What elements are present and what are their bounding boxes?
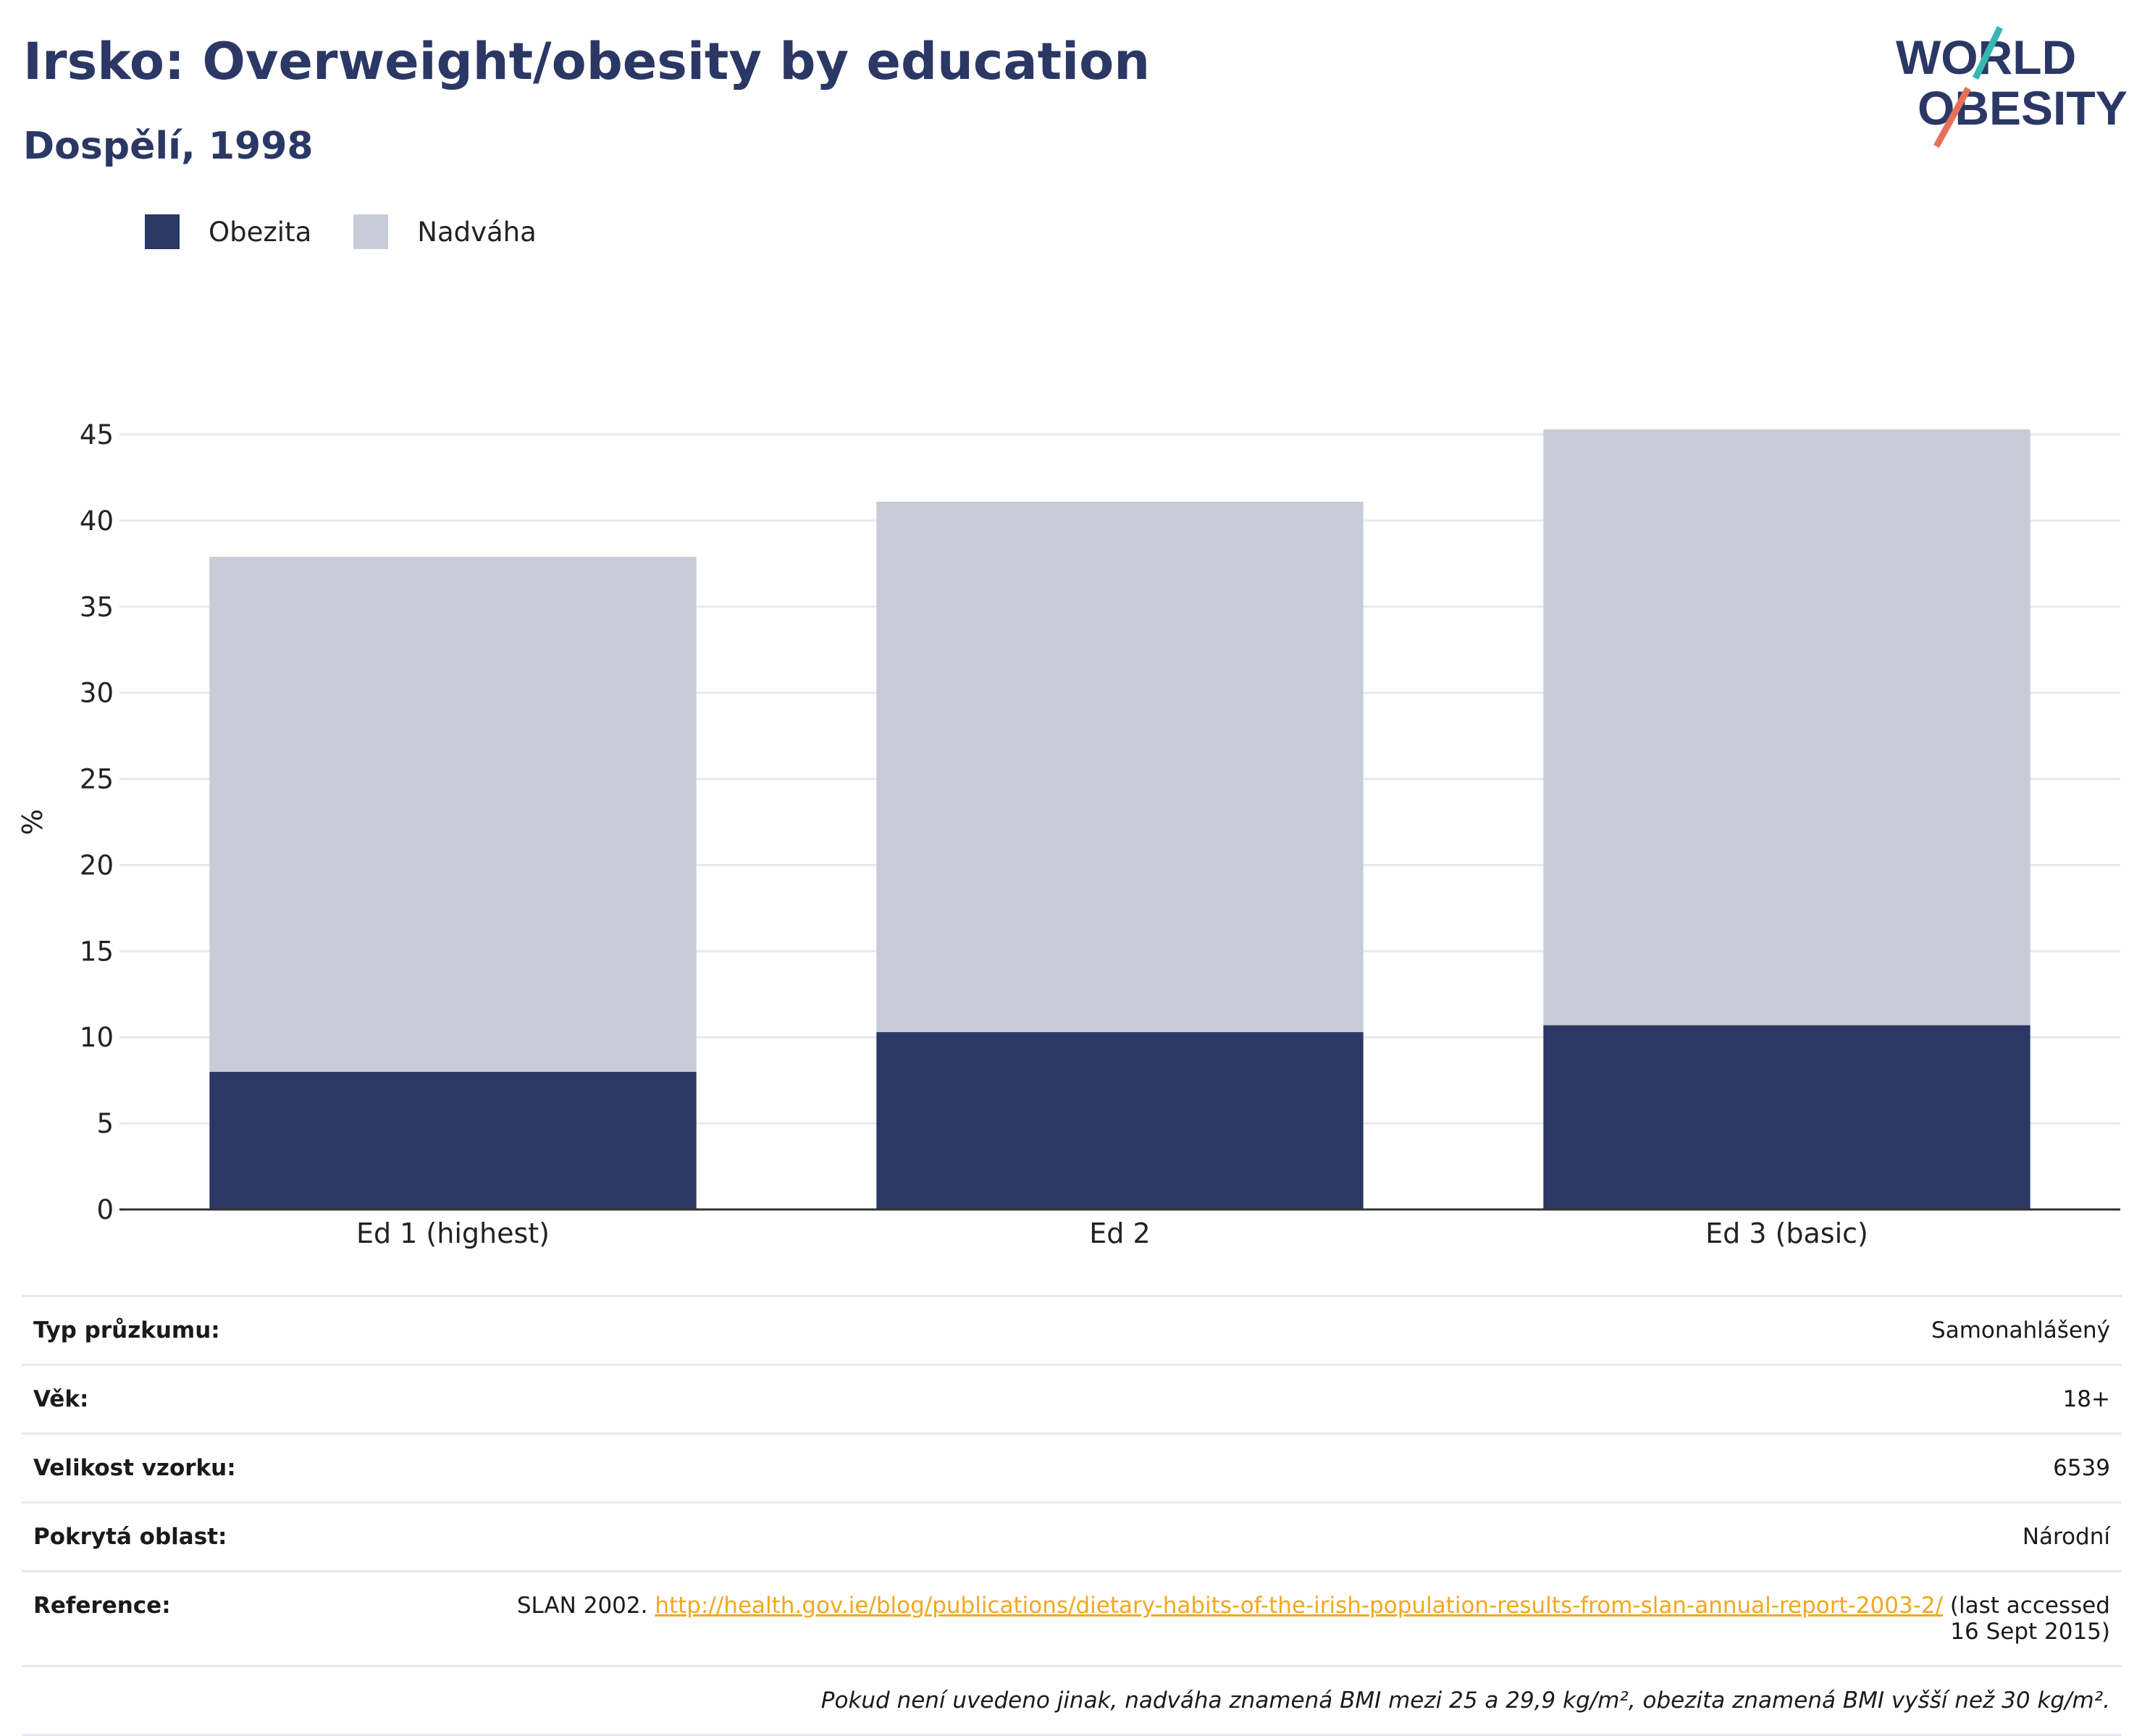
y-tick-label: 15 [80,936,114,967]
bar-obezita[interactable] [876,1032,1364,1209]
legend-label-obezita: Obezita [209,216,312,248]
x-axis-ticks: Ed 1 (highest) Ed 2 Ed 3 (basic) [356,1217,1868,1249]
age-label: Věk: [22,1364,479,1434]
reference-label: Reference: [22,1570,479,1666]
logo-accent-teal [1972,26,2004,80]
logo-text-obesity: OBESITY [1918,81,2128,135]
info-row-reference: Reference: SLAN 2002. http://health.gov.… [22,1570,2122,1666]
x-tick-label: Ed 3 (basic) [1705,1217,1868,1249]
info-row-area: Pokrytá oblast: Národní [22,1501,2122,1572]
y-tick-label: 0 [96,1194,114,1225]
logo-accent-coral [1933,86,1971,148]
y-tick-label: 20 [80,850,114,881]
info-row-age: Věk: 18+ [22,1364,2122,1434]
y-tick-label: 40 [80,506,114,537]
legend-swatch-nadvaha [353,214,389,249]
legend-item-nadvaha[interactable]: Nadváha [353,214,537,249]
bar-obezita[interactable] [209,1071,697,1209]
y-axis-ticks: 0 5 10 15 20 25 30 35 40 45 [80,419,114,1225]
area-value: Národní [479,1501,2122,1572]
bar-nadvaha[interactable] [1543,429,2030,1026]
info-row-note: Pokud není uvedeno jinak, nadváha znamen… [22,1665,2122,1736]
reference-prefix: SLAN 2002. [516,1593,655,1619]
sample-size-value: 6539 [479,1433,2122,1503]
bmi-definition-note: Pokud není uvedeno jinak, nadváha znamen… [22,1665,2122,1736]
reference-suffix: (last accessed 16 Sept 2015) [1943,1593,2110,1645]
page-title: Irsko: Overweight/obesity by education [23,32,1151,91]
y-axis-label: % [17,809,49,835]
y-tick-label: 30 [80,678,114,709]
legend-swatch-obezita [145,214,180,249]
reference-link[interactable]: http://health.gov.ie/blog/publications/d… [655,1593,1944,1619]
bar-nadvaha[interactable] [209,556,697,1072]
y-tick-label: 45 [80,419,114,450]
bar-nadvaha[interactable] [876,501,1364,1033]
sample-size-label: Velikost vzorku: [22,1433,479,1503]
age-value: 18+ [479,1364,2122,1434]
y-tick-label: 35 [80,592,114,623]
info-row-sample-size: Velikost vzorku: 6539 [22,1433,2122,1503]
bar-obezita[interactable] [1543,1025,2030,1209]
world-obesity-logo: WORLD OBESITY [1896,26,2128,148]
legend-label-nadvaha: Nadváha [417,216,537,248]
y-tick-label: 10 [80,1022,114,1053]
y-tick-label: 25 [80,764,114,795]
area-label: Pokrytá oblast: [22,1501,479,1572]
y-tick-label: 5 [96,1108,114,1139]
reference-value: SLAN 2002. http://health.gov.ie/blog/pub… [479,1570,2122,1666]
x-tick-label: Ed 1 (highest) [356,1217,550,1249]
chart-legend: Obezita Nadváha [145,214,579,249]
info-row-survey-type: Typ průzkumu: Samonahlášený [22,1295,2122,1365]
page-subtitle: Dospělí, 1998 [23,125,314,168]
chart-bars [209,429,2030,1209]
survey-info-table: Typ průzkumu: Samonahlášený Věk: 18+ Vel… [22,1295,2122,1736]
survey-type-value: Samonahlášený [479,1295,2122,1365]
x-tick-label: Ed 2 [1089,1217,1150,1249]
survey-type-label: Typ průzkumu: [22,1295,479,1365]
legend-item-obezita[interactable]: Obezita [145,214,311,249]
